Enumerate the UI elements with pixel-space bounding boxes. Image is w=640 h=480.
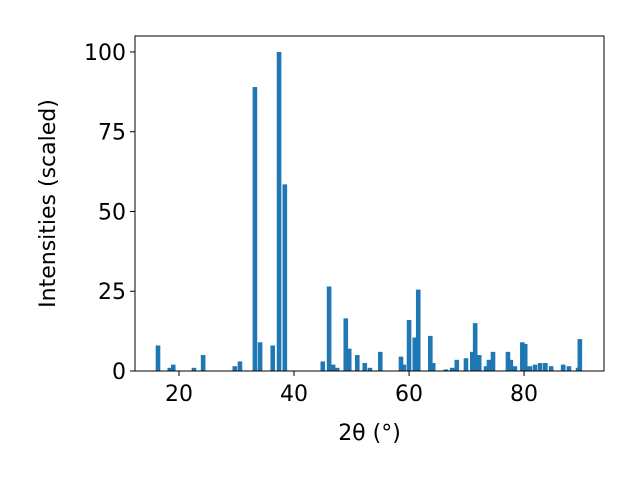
bar <box>320 361 326 371</box>
bar <box>367 367 373 371</box>
bar <box>232 366 238 371</box>
bar <box>428 335 433 371</box>
y-tick-label: 75 <box>98 121 126 146</box>
bar <box>354 355 360 371</box>
bar <box>527 366 533 371</box>
y-axis-label: Intensities (scaled) <box>36 99 61 308</box>
bar <box>326 286 332 371</box>
bar <box>443 369 449 371</box>
bar <box>334 367 340 371</box>
bar <box>170 364 176 371</box>
bar <box>505 351 511 371</box>
bar <box>362 363 368 371</box>
bar <box>463 358 469 371</box>
x-axis-label: 2θ (°) <box>338 421 401 446</box>
bar <box>415 289 421 371</box>
x-tick-label: 40 <box>280 382 308 407</box>
bar <box>200 355 206 371</box>
bar <box>560 364 566 371</box>
bar <box>577 339 583 371</box>
bar <box>406 319 412 371</box>
bar <box>454 359 460 371</box>
bar <box>401 364 407 371</box>
bar <box>330 364 336 371</box>
bar <box>412 337 418 371</box>
bar <box>520 342 525 371</box>
bar <box>490 351 496 371</box>
y-tick-label: 100 <box>84 41 126 66</box>
y-tick-label: 0 <box>112 360 126 385</box>
plot-frame <box>134 35 605 372</box>
bar <box>566 366 572 371</box>
bar <box>282 184 288 371</box>
bar <box>537 363 543 371</box>
x-tick-label: 80 <box>510 382 538 407</box>
bar <box>486 359 492 371</box>
x-tick-label: 60 <box>395 382 423 407</box>
bar <box>508 359 514 371</box>
bar <box>472 323 478 371</box>
bar <box>476 355 482 371</box>
bar <box>276 51 282 371</box>
bar <box>532 364 538 371</box>
bar <box>449 367 455 371</box>
bar <box>548 366 554 371</box>
bar <box>191 367 197 371</box>
bar <box>346 348 352 371</box>
bar <box>343 318 349 371</box>
bar <box>252 87 258 372</box>
bar <box>167 367 173 371</box>
bar <box>512 366 518 371</box>
y-tick-label: 25 <box>98 280 126 305</box>
bar <box>237 361 243 371</box>
bar <box>155 345 161 371</box>
bar <box>543 363 548 371</box>
y-tick-label: 50 <box>98 200 126 225</box>
bar <box>257 342 263 371</box>
bar <box>377 351 383 371</box>
bar <box>483 366 489 371</box>
bar <box>398 356 404 371</box>
bar <box>522 343 528 371</box>
x-tick-label: 20 <box>165 382 193 407</box>
bar <box>270 345 276 371</box>
bar <box>430 363 436 371</box>
bar <box>470 351 475 371</box>
